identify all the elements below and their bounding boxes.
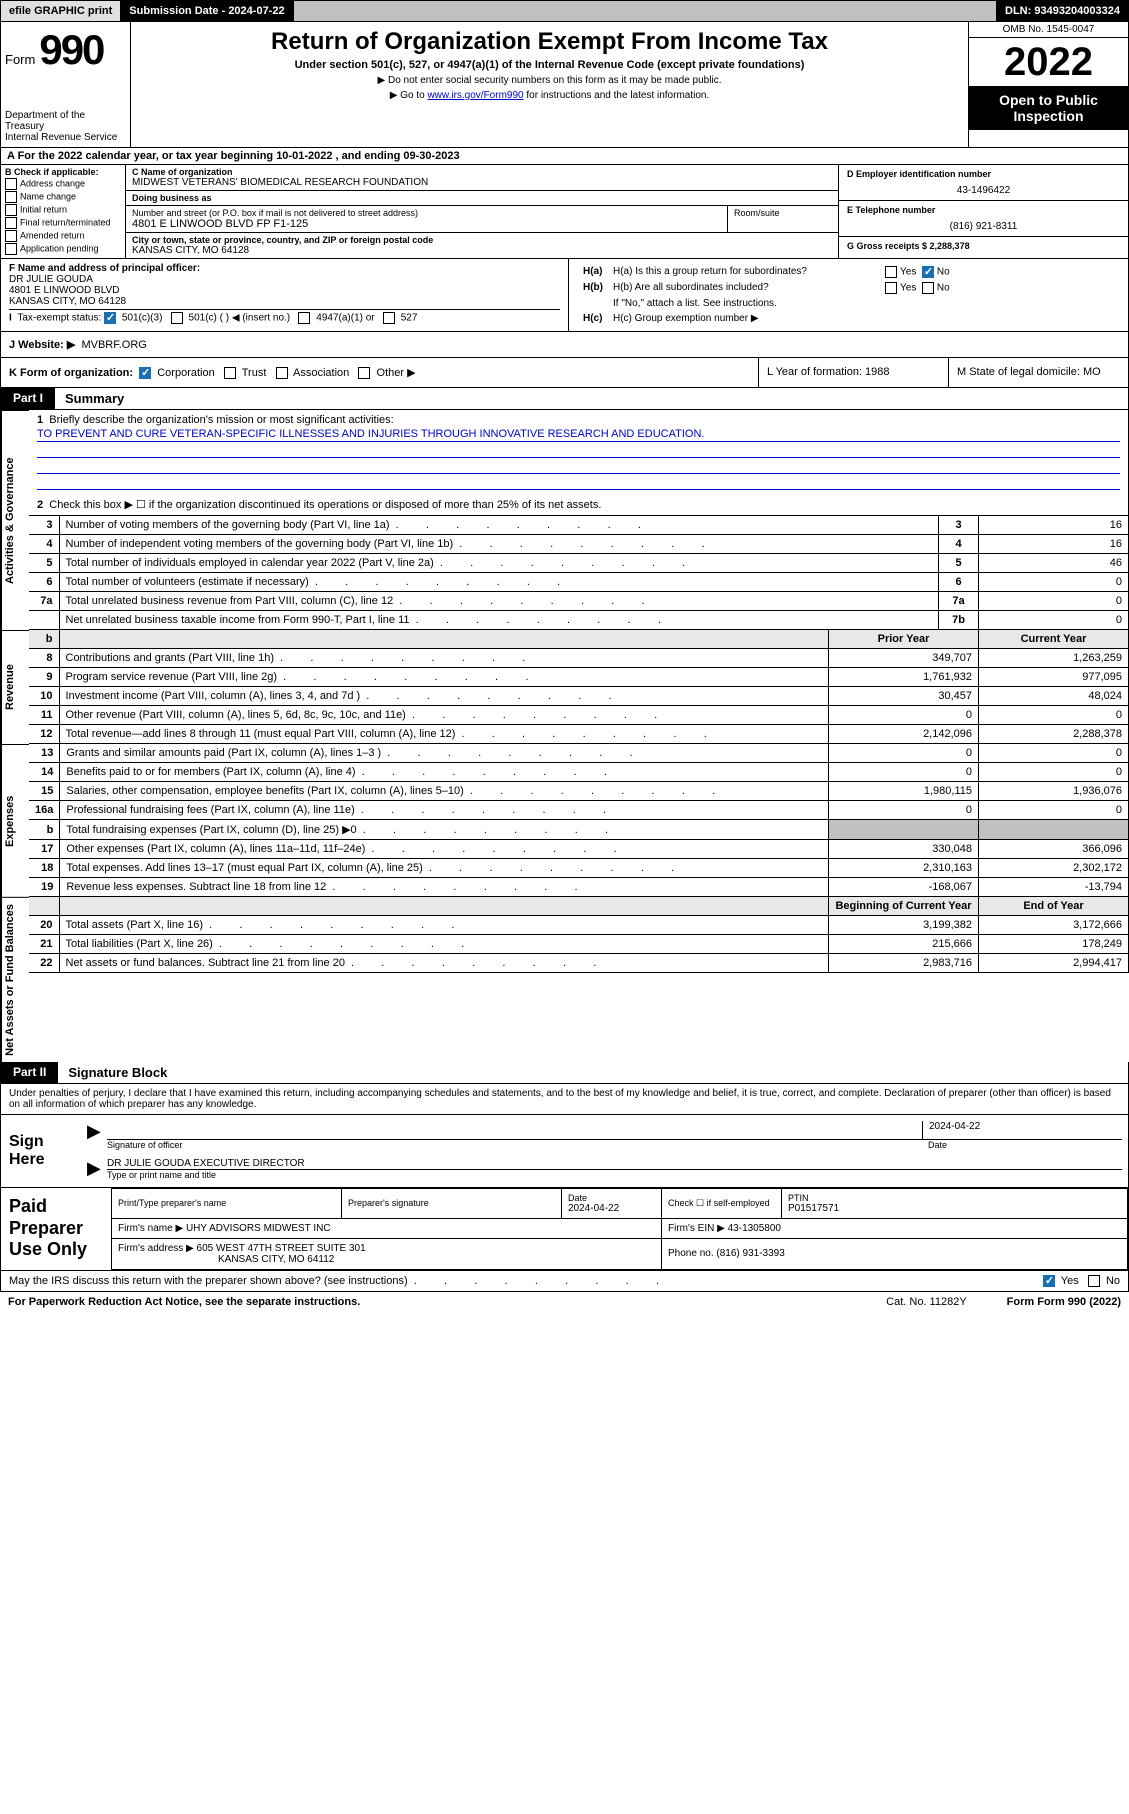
col-c-name-address: C Name of organization MIDWEST VETERANS'… — [126, 165, 838, 258]
firm-address: 605 WEST 47TH STREET SUITE 301 — [197, 1243, 366, 1254]
form-id: Form Form 990 (2022) — [1007, 1296, 1121, 1308]
org-street: 4801 E LINWOOD BLVD FP F1-125 — [132, 218, 721, 230]
cb-501c[interactable] — [171, 312, 183, 324]
cb-527[interactable] — [383, 312, 395, 324]
cb-final-return[interactable]: Final return/terminated — [5, 217, 121, 229]
form-header: Form 990 Department of the Treasury Inte… — [0, 22, 1129, 148]
cb-hb-yes[interactable] — [885, 282, 897, 294]
mission-text: TO PREVENT AND CURE VETERAN-SPECIFIC ILL… — [37, 428, 1120, 442]
cb-trust[interactable] — [224, 367, 236, 379]
cb-corp[interactable] — [139, 367, 151, 379]
row-j-website: J Website: ▶ MVBRF.ORG — [0, 332, 1129, 358]
form-word: Form — [5, 52, 35, 67]
tax-year: 2022 — [969, 38, 1128, 86]
phone: (816) 921-8311 — [847, 221, 1120, 232]
discuss-row: May the IRS discuss this return with the… — [0, 1271, 1129, 1292]
col-d-ein-phone: D Employer identification number 43-1496… — [838, 165, 1128, 258]
paid-preparer-block: Paid Preparer Use Only Print/Type prepar… — [0, 1188, 1129, 1271]
tab-expenses: Expenses — [1, 744, 29, 897]
col-b-checkboxes: B Check if applicable: Address change Na… — [1, 165, 126, 258]
line-a-tax-year: A For the 2022 calendar year, or tax yea… — [0, 148, 1129, 165]
cb-ha-yes[interactable] — [885, 266, 897, 278]
gross-receipts: G Gross receipts $ 2,288,378 — [847, 241, 1120, 251]
cb-4947a1[interactable] — [298, 312, 310, 324]
sign-date: 2024-04-22 — [922, 1121, 1122, 1139]
exp-table: 13Grants and similar amounts paid (Part … — [29, 744, 1129, 897]
perjury-declaration: Under penalties of perjury, I declare th… — [0, 1084, 1129, 1115]
form-note-1: ▶ Do not enter social security numbers o… — [141, 75, 958, 86]
entity-block: B Check if applicable: Address change Na… — [0, 165, 1129, 259]
officer-addr1: 4801 E LINWOOD BLVD — [9, 285, 560, 296]
form-title: Return of Organization Exempt From Incom… — [141, 28, 958, 56]
footer-line: For Paperwork Reduction Act Notice, see … — [0, 1292, 1129, 1312]
cb-address-change[interactable]: Address change — [5, 178, 121, 190]
cb-ha-no[interactable] — [922, 266, 934, 278]
gov-table: 3Number of voting members of the governi… — [29, 516, 1129, 630]
firm-phone: (816) 931-3393 — [716, 1248, 784, 1259]
cb-initial-return[interactable]: Initial return — [5, 204, 121, 216]
part1-header: Part I Summary — [0, 388, 1129, 410]
officer-signature[interactable] — [107, 1121, 922, 1139]
sign-arrow-icon: ▶ — [87, 1121, 107, 1150]
year-formation: L Year of formation: 1988 — [758, 358, 948, 387]
cb-assoc[interactable] — [276, 367, 288, 379]
efile-topbar: efile GRAPHIC print Submission Date - 20… — [0, 0, 1129, 22]
omb-number: OMB No. 1545-0047 — [969, 22, 1128, 38]
prep-date: 2024-04-22 — [568, 1203, 619, 1214]
irs-link[interactable]: www.irs.gov/Form990 — [427, 90, 523, 101]
section-net-assets: Net Assets or Fund Balances Beginning of… — [0, 897, 1129, 1062]
submission-date: Submission Date - 2024-07-22 — [121, 1, 293, 21]
website: MVBRF.ORG — [81, 339, 146, 351]
firm-ein: 43-1305800 — [728, 1223, 781, 1234]
cat-no: Cat. No. 11282Y — [886, 1296, 967, 1308]
row-f-h: F Name and address of principal officer:… — [0, 259, 1129, 332]
state-domicile: M State of legal domicile: MO — [948, 358, 1128, 387]
tab-revenue: Revenue — [1, 630, 29, 744]
officer-printed-name: DR JULIE GOUDA EXECUTIVE DIRECTOR — [107, 1158, 1122, 1170]
tab-governance: Activities & Governance — [1, 410, 29, 630]
org-city: KANSAS CITY, MO 64128 — [132, 245, 832, 256]
cb-discuss-no[interactable] — [1088, 1275, 1100, 1287]
cb-other[interactable] — [358, 367, 370, 379]
open-to-public: Open to Public Inspection — [969, 86, 1128, 130]
rev-table: b Prior Year Current Year 8Contributions… — [29, 630, 1129, 744]
part2-header: Part II Signature Block — [0, 1062, 1129, 1084]
net-table: Beginning of Current Year End of Year 20… — [29, 897, 1129, 973]
cb-discuss-yes[interactable] — [1043, 1275, 1055, 1287]
ein: 43-1496422 — [847, 185, 1120, 196]
cb-name-change[interactable]: Name change — [5, 191, 121, 203]
cb-501c3[interactable] — [104, 312, 116, 324]
cb-hb-no[interactable] — [922, 282, 934, 294]
section-governance: Activities & Governance 1 Briefly descri… — [0, 410, 1129, 630]
ptin: P01517571 — [788, 1203, 839, 1214]
cb-amended-return[interactable]: Amended return — [5, 230, 121, 242]
tab-net-assets: Net Assets or Fund Balances — [1, 897, 29, 1062]
dln: DLN: 93493204003324 — [996, 1, 1128, 21]
org-name: MIDWEST VETERANS' BIOMEDICAL RESEARCH FO… — [132, 177, 832, 188]
sign-arrow-icon-2: ▶ — [87, 1158, 107, 1180]
officer-addr2: KANSAS CITY, MO 64128 — [9, 296, 560, 307]
sign-here-block: Sign Here ▶ 2024-04-22 Signature of offi… — [0, 1115, 1129, 1188]
form-subtitle: Under section 501(c), 527, or 4947(a)(1)… — [141, 59, 958, 71]
firm-name: UHY ADVISORS MIDWEST INC — [186, 1223, 331, 1234]
efile-print-label: efile GRAPHIC print — [1, 1, 121, 21]
cb-application-pending[interactable]: Application pending — [5, 243, 121, 255]
section-expenses: Expenses 13Grants and similar amounts pa… — [0, 744, 1129, 897]
form-note-2: ▶ Go to www.irs.gov/Form990 for instruct… — [141, 90, 958, 101]
section-revenue: Revenue b Prior Year Current Year 8Contr… — [0, 630, 1129, 744]
officer-name: DR JULIE GOUDA — [9, 274, 560, 285]
dept-treasury: Department of the Treasury Internal Reve… — [5, 110, 126, 143]
form-number: 990 — [39, 26, 103, 74]
row-klm: K Form of organization: Corporation Trus… — [0, 358, 1129, 388]
